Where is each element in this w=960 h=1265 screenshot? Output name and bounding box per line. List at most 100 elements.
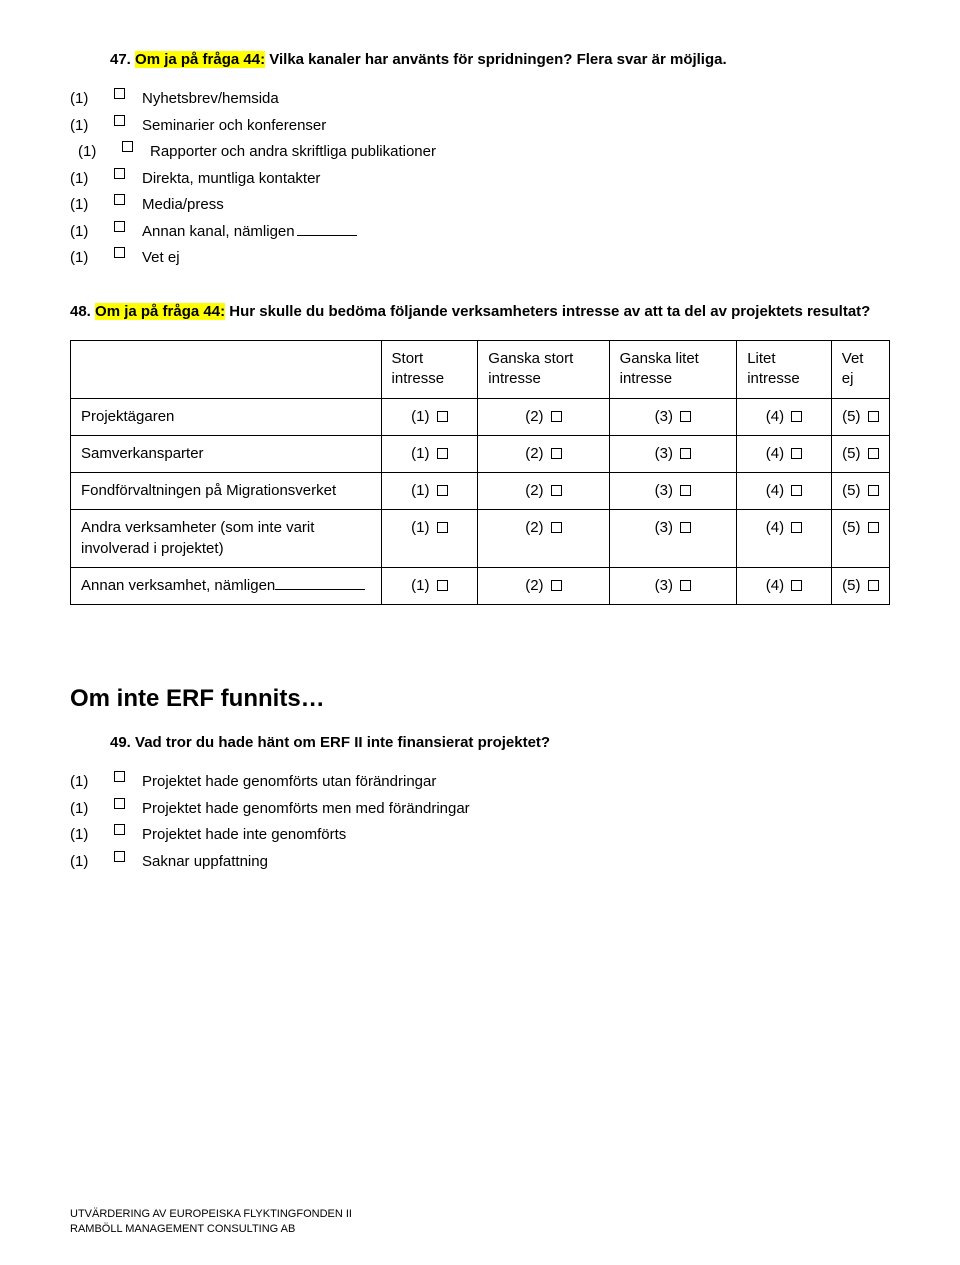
matrix-cell[interactable]: (3)	[609, 435, 737, 472]
option-number: (1)	[70, 824, 114, 847]
option-label: Seminarier och konferenser	[142, 115, 890, 138]
option-row: (1) Nyhetsbrev/hemsida	[70, 88, 890, 111]
q49-text: Vad tror du hade hänt om ERF II inte fin…	[135, 734, 550, 751]
matrix-cell[interactable]: (4)	[737, 473, 832, 510]
option-number: (1)	[70, 247, 114, 270]
q47-highlight: Om ja på fråga 44:	[135, 51, 265, 68]
matrix-cell[interactable]: (4)	[737, 510, 832, 568]
option-row: (1) Saknar uppfattning	[70, 851, 890, 874]
footer-line-2: RAMBÖLL MANAGEMENT CONSULTING AB	[70, 1222, 352, 1237]
checkbox-icon[interactable]	[114, 168, 142, 179]
checkbox-icon[interactable]	[114, 798, 142, 809]
option-number: (1)	[70, 851, 114, 874]
checkbox-icon[interactable]	[114, 247, 142, 258]
option-row: (1)Projektet hade genomförts men med för…	[70, 798, 890, 821]
matrix-cell[interactable]: (2)	[478, 435, 609, 472]
option-label: Rapporter och andra skriftliga publikati…	[150, 141, 890, 164]
q49-number: 49.	[110, 734, 131, 751]
matrix-cell[interactable]: (5)	[831, 398, 889, 435]
matrix-cell[interactable]: (3)	[609, 473, 737, 510]
matrix-cell[interactable]: (2)	[478, 473, 609, 510]
matrix-cell[interactable]: (1)	[381, 398, 478, 435]
checkbox-icon[interactable]	[114, 194, 142, 205]
checkbox-icon[interactable]	[114, 221, 142, 232]
option-label: Direkta, muntliga kontakter	[142, 168, 890, 191]
checkbox-icon[interactable]	[114, 851, 142, 862]
matrix-cell[interactable]: (3)	[609, 567, 737, 604]
option-row: (1) Annan kanal, nämligen	[70, 221, 890, 244]
matrix-cell[interactable]: (3)	[609, 398, 737, 435]
matrix-cell[interactable]: (1)	[381, 435, 478, 472]
option-label: Nyhetsbrev/hemsida	[142, 88, 890, 111]
option-label: Projektet hade genomförts utan förändrin…	[142, 771, 890, 794]
blank-line[interactable]	[275, 589, 365, 590]
table-row: Fondförvaltningen på Migrationsverket(1)…	[71, 473, 890, 510]
checkbox-icon[interactable]	[114, 115, 142, 126]
table-row: Annan verksamhet, nämligen(1) (2) (3) (4…	[71, 567, 890, 604]
matrix-col-header: Stort intresse	[381, 341, 478, 399]
matrix-cell[interactable]: (4)	[737, 398, 832, 435]
checkbox-icon[interactable]	[114, 824, 142, 835]
option-number: (1)	[70, 771, 114, 794]
matrix-row-label: Andra verksamheter (som inte varit invol…	[71, 510, 382, 568]
option-row: (1) Projektet hade genomförts utan föränd…	[70, 771, 890, 794]
option-label: Annan kanal, nämligen	[142, 221, 890, 244]
checkbox-icon[interactable]	[114, 88, 142, 99]
q49-heading: 49. Vad tror du hade hänt om ERF II inte…	[110, 733, 890, 753]
blank-line[interactable]	[297, 235, 357, 236]
q48-rest: Hur skulle du bedöma följande verksamhet…	[225, 303, 870, 320]
option-row: (1) Vet ej	[70, 247, 890, 270]
option-number: (1)	[78, 141, 122, 164]
page-footer: UTVÄRDERING AV EUROPEISKA FLYKTINGFONDEN…	[70, 1207, 352, 1237]
option-label: Vet ej	[142, 247, 890, 270]
q48-highlight: Om ja på fråga 44:	[95, 303, 225, 320]
question-49: 49. Vad tror du hade hänt om ERF II inte…	[70, 733, 890, 873]
section-heading: Om inte ERF funnits…	[70, 685, 890, 713]
matrix-cell[interactable]: (2)	[478, 567, 609, 604]
table-row: Andra verksamheter (som inte varit invol…	[71, 510, 890, 568]
matrix-cell[interactable]: (5)	[831, 510, 889, 568]
matrix-cell[interactable]: (5)	[831, 435, 889, 472]
matrix-cell[interactable]: (4)	[737, 435, 832, 472]
matrix-cell[interactable]: (5)	[831, 567, 889, 604]
matrix-col-header: Ganska litet intresse	[609, 341, 737, 399]
matrix-cell[interactable]: (4)	[737, 567, 832, 604]
matrix-cell[interactable]: (2)	[478, 510, 609, 568]
checkbox-icon[interactable]	[114, 771, 142, 782]
q47-rest: Vilka kanaler har använts för spridninge…	[265, 51, 727, 68]
matrix-cell[interactable]: (1)	[381, 510, 478, 568]
option-row: (1) Media/press	[70, 194, 890, 217]
matrix-cell[interactable]: (1)	[381, 567, 478, 604]
question-48: 48. Om ja på fråga 44: Hur skulle du bed…	[70, 302, 890, 605]
checkbox-icon[interactable]	[122, 141, 150, 152]
q48-number: 48.	[70, 303, 91, 320]
option-number: (1)	[70, 221, 114, 244]
option-label: Media/press	[142, 194, 890, 217]
question-47: 47. Om ja på fråga 44: Vilka kanaler har…	[70, 50, 890, 270]
matrix-cell[interactable]: (5)	[831, 473, 889, 510]
option-row: (1) Seminarier och konferenser	[70, 115, 890, 138]
table-row: Projektägaren(1) (2) (3) (4) (5)	[71, 398, 890, 435]
option-number: (1)	[70, 168, 114, 191]
option-number: (1)	[70, 88, 114, 111]
matrix-cell[interactable]: (2)	[478, 398, 609, 435]
matrix-row-label: Fondförvaltningen på Migrationsverket	[71, 473, 382, 510]
matrix-col-header: Vet ej	[831, 341, 889, 399]
matrix-col-header: Ganska stort intresse	[478, 341, 609, 399]
option-number: (1)	[70, 115, 114, 138]
matrix-col-header: Litet intresse	[737, 341, 832, 399]
matrix-row-label: Samverkansparter	[71, 435, 382, 472]
q47-number: 47.	[110, 51, 131, 68]
q48-heading: 48. Om ja på fråga 44: Hur skulle du bed…	[110, 302, 890, 322]
matrix-cell[interactable]: (1)	[381, 473, 478, 510]
q48-matrix: Stort intresseGanska stort intresseGansk…	[70, 340, 890, 605]
option-label: Saknar uppfattning	[142, 851, 890, 874]
matrix-corner	[71, 341, 382, 399]
option-number: (1)	[70, 194, 114, 217]
option-row: (1) Direkta, muntliga kontakter	[70, 168, 890, 191]
q47-options: (1) Nyhetsbrev/hemsida (1) Seminarier och k…	[70, 88, 890, 270]
matrix-row-label: Annan verksamhet, nämligen	[71, 567, 382, 604]
option-row: (1) Rapporter och andra skriftliga publik…	[70, 141, 890, 164]
matrix-cell[interactable]: (3)	[609, 510, 737, 568]
footer-line-1: UTVÄRDERING AV EUROPEISKA FLYKTINGFONDEN…	[70, 1207, 352, 1222]
